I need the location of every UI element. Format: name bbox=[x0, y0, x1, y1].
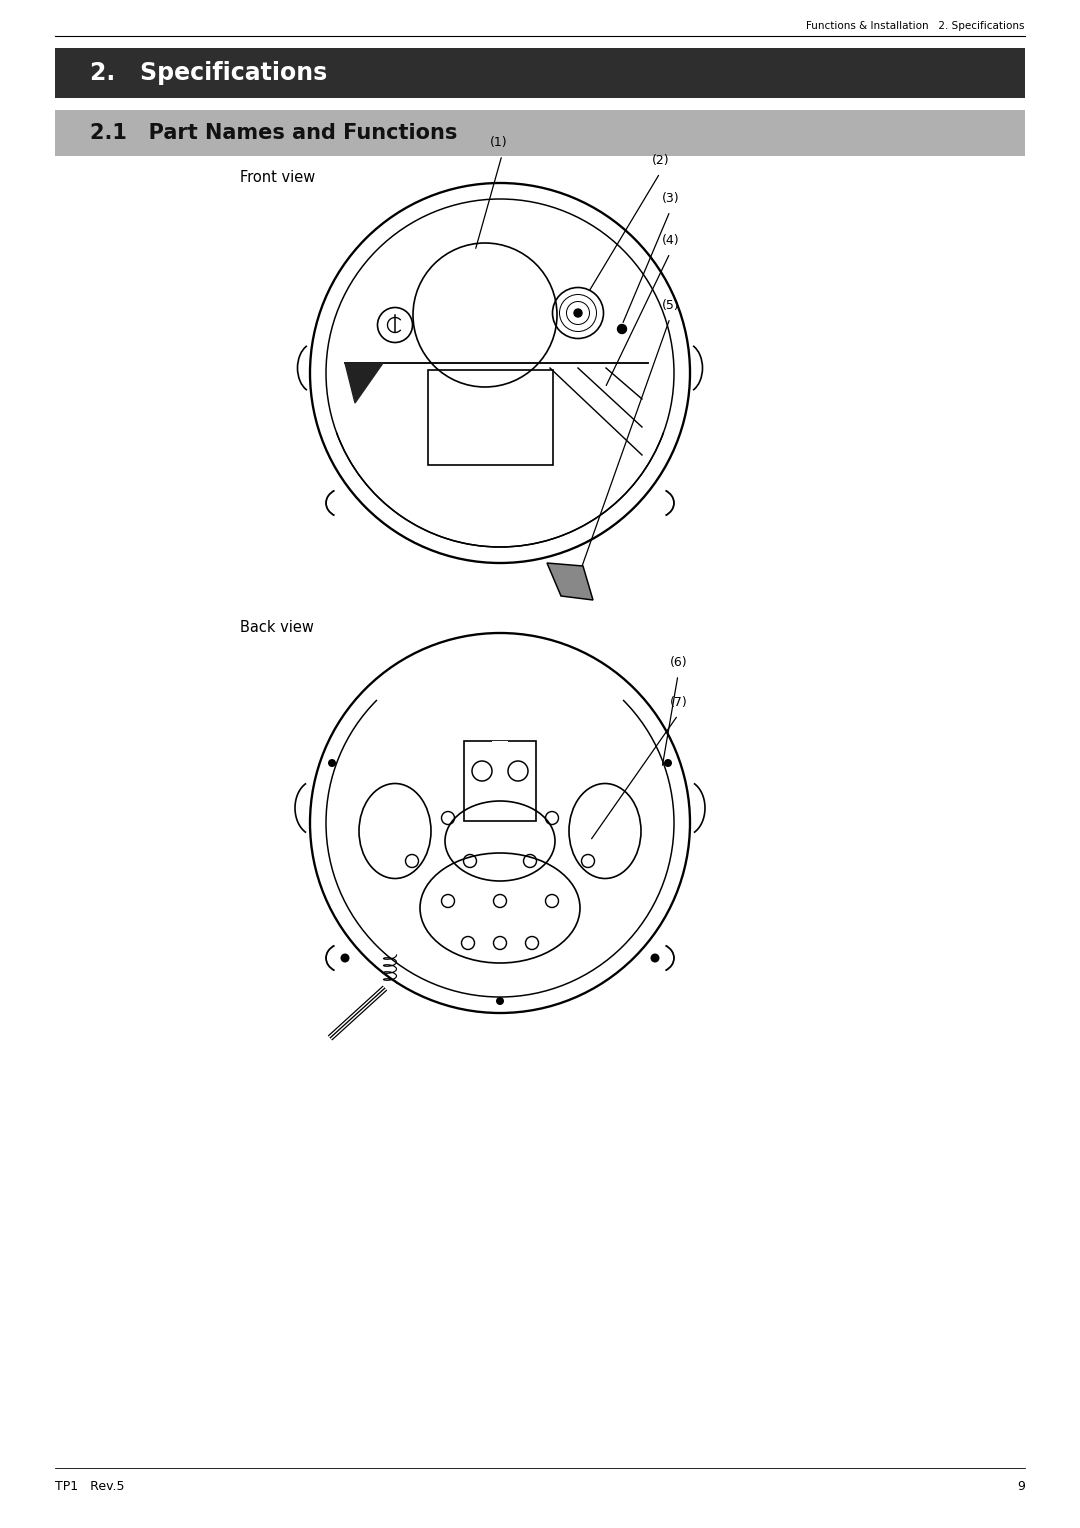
Text: 2.   Specifications: 2. Specifications bbox=[90, 61, 327, 84]
Polygon shape bbox=[345, 364, 383, 403]
Circle shape bbox=[618, 324, 626, 333]
Bar bbox=[464, 741, 536, 821]
Circle shape bbox=[328, 759, 336, 767]
Circle shape bbox=[573, 309, 582, 316]
Circle shape bbox=[664, 759, 672, 767]
Bar bbox=[428, 370, 553, 465]
Text: (2): (2) bbox=[652, 154, 670, 167]
Circle shape bbox=[496, 996, 504, 1005]
Bar bbox=[492, 741, 508, 762]
FancyBboxPatch shape bbox=[55, 110, 1025, 156]
Text: (6): (6) bbox=[670, 656, 688, 669]
Text: 9: 9 bbox=[1017, 1481, 1025, 1493]
Text: (7): (7) bbox=[670, 695, 688, 709]
Circle shape bbox=[650, 953, 660, 963]
Text: (1): (1) bbox=[490, 136, 508, 150]
Text: Back view: Back view bbox=[240, 620, 314, 636]
Text: Front view: Front view bbox=[240, 170, 315, 185]
Circle shape bbox=[340, 953, 350, 963]
Polygon shape bbox=[546, 562, 593, 601]
Text: 2.1   Part Names and Functions: 2.1 Part Names and Functions bbox=[90, 122, 457, 144]
Text: (3): (3) bbox=[662, 193, 679, 205]
Text: Functions & Installation   2. Specifications: Functions & Installation 2. Specificatio… bbox=[807, 21, 1025, 31]
Text: (4): (4) bbox=[662, 234, 679, 248]
FancyBboxPatch shape bbox=[55, 47, 1025, 98]
Text: TP1   Rev.5: TP1 Rev.5 bbox=[55, 1481, 124, 1493]
Text: (5): (5) bbox=[662, 299, 679, 312]
